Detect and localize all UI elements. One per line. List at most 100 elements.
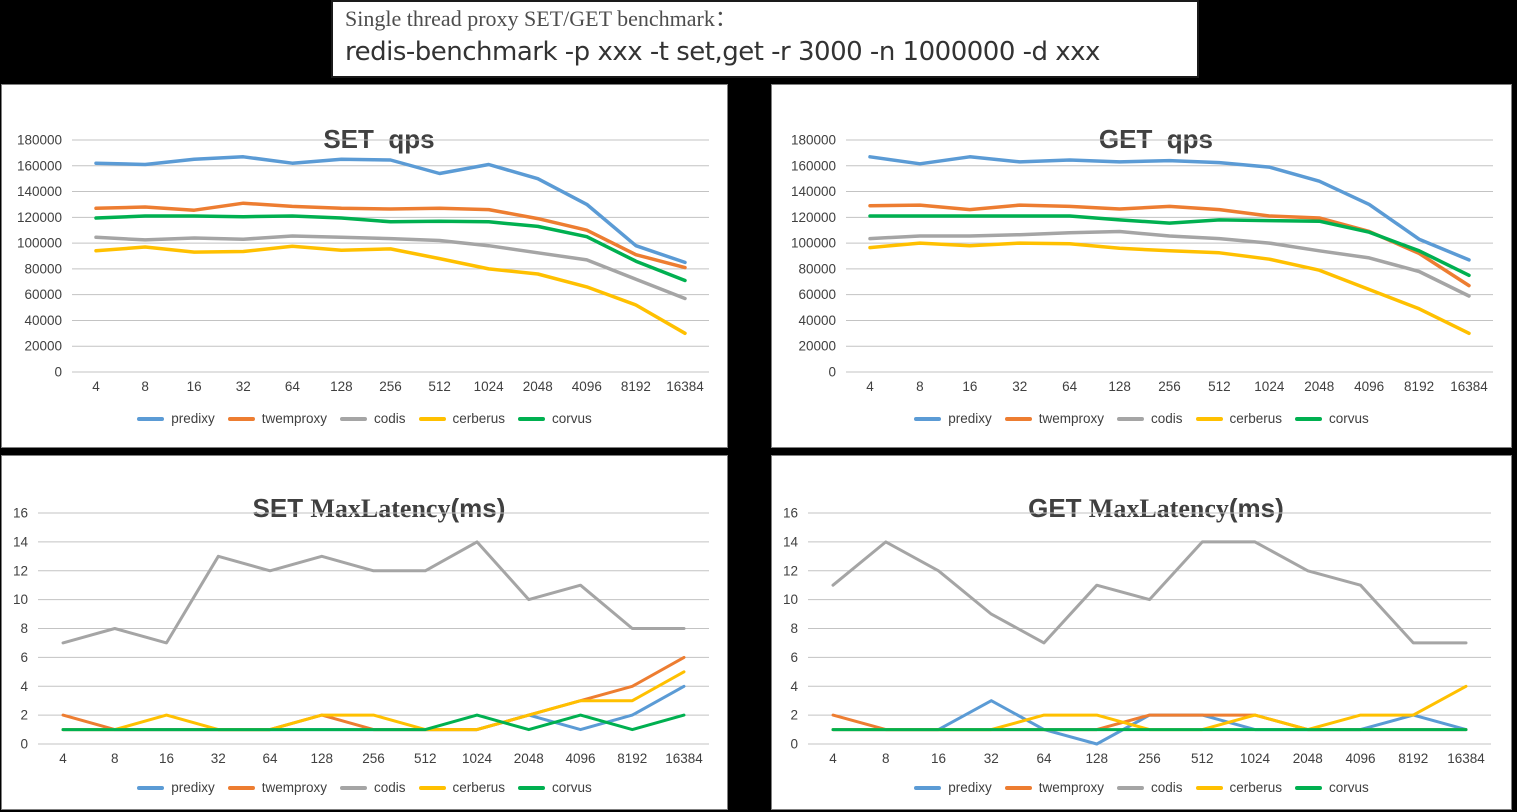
- x-axis-label: 1024: [462, 751, 493, 766]
- legend-label: cerberus: [1229, 780, 1283, 795]
- series-line-corvus: [61, 713, 686, 732]
- x-axis-label: 8: [882, 751, 890, 766]
- x-axis-label: 512: [1208, 379, 1231, 394]
- legend-label: codis: [373, 780, 406, 795]
- x-axis-label: 4: [59, 751, 67, 766]
- legend-label: cerberus: [452, 780, 506, 795]
- legend-line-swatch: [1116, 785, 1144, 790]
- chart-legend: predixy twemproxy codis cerberus corvus: [2, 411, 727, 426]
- series-line-codis: [831, 540, 1468, 645]
- x-axis-label: 1024: [1240, 751, 1271, 766]
- y-axis-label: 2: [790, 708, 798, 723]
- y-axis-label: 0: [20, 737, 28, 752]
- chart-plot-get-qps: 0 20000 40000 60000 80000 100000 120000 140000 1…: [791, 133, 1493, 394]
- series-line-cerberus: [868, 241, 1471, 336]
- legend-label: predixy: [948, 411, 992, 426]
- legend-item-twemproxy: twemproxy: [227, 411, 327, 426]
- y-axis-label: 8: [790, 621, 798, 636]
- y-axis-label: 12: [13, 563, 28, 578]
- legend-line-swatch: [137, 785, 165, 790]
- x-axis-label: 4096: [1345, 751, 1375, 766]
- x-axis-label: 128: [310, 751, 333, 766]
- x-axis-label: 32: [984, 751, 999, 766]
- legend-item-predixy: predixy: [914, 780, 992, 795]
- x-axis-label: 2048: [514, 751, 544, 766]
- x-axis-label: 4: [92, 379, 100, 394]
- legend-line-swatch: [1195, 416, 1223, 421]
- x-axis-label: 64: [1062, 379, 1078, 394]
- x-axis-label: 512: [1191, 751, 1214, 766]
- y-axis-label: 60000: [24, 287, 62, 302]
- series-line-corvus: [868, 214, 1471, 278]
- legend-line-swatch: [914, 785, 942, 790]
- y-axis-label: 0: [790, 737, 798, 752]
- legend-line-swatch: [1295, 785, 1323, 790]
- x-axis-label: 256: [1158, 379, 1181, 394]
- legend-label: corvus: [552, 411, 592, 426]
- x-axis-label: 4: [829, 751, 837, 766]
- chart-legend: predixy twemproxy codis cerberus corvus: [772, 411, 1511, 426]
- legend-label: twemproxy: [261, 780, 327, 795]
- x-axis-label: 2048: [1304, 379, 1334, 394]
- chart-title-tail: (ms): [450, 493, 506, 523]
- legend-line-swatch: [339, 785, 367, 790]
- y-axis-label: 140000: [791, 184, 836, 199]
- x-axis-label: 32: [211, 751, 226, 766]
- legend-label: codis: [1150, 780, 1183, 795]
- y-axis-label: 0: [828, 365, 836, 380]
- y-axis-label: 80000: [798, 261, 836, 276]
- chart-panel-get-qps: GET qps 0 20000 40000 60000 80000 100000 12000…: [771, 84, 1512, 448]
- chart-title-tail: qps: [388, 124, 435, 154]
- header-subtitle: Single thread proxy SET/GET benchmark：: [345, 6, 737, 31]
- legend-line-swatch: [1004, 785, 1032, 790]
- series-line-twemproxy: [94, 201, 687, 270]
- chart-plot-set-maxlatency: 0 2 4 6 8 10 12 14 16 4 8 16 32 64 128 256 512 1024 2048 40…: [13, 506, 709, 766]
- chart-plot-set-qps: 0 20000 40000 60000 80000 100000 120000 140000 1…: [17, 133, 709, 394]
- legend-line-swatch: [227, 416, 255, 421]
- series-line-cerberus: [94, 244, 687, 336]
- y-axis-label: 120000: [791, 210, 836, 225]
- x-axis-label: 8192: [617, 751, 647, 766]
- legend-item-corvus: corvus: [1295, 411, 1369, 426]
- legend-line-swatch: [227, 785, 255, 790]
- chart-title-serif: MaxLatency: [1088, 494, 1229, 523]
- legend-line-swatch: [418, 785, 446, 790]
- chart-panel-set-qps: SET qps 0 20000 40000 60000 80000 100000 12000…: [1, 84, 728, 448]
- x-axis-label: 8192: [1398, 751, 1428, 766]
- x-axis-label: 128: [1108, 379, 1131, 394]
- legend-item-corvus: corvus: [518, 780, 592, 795]
- x-axis-label: 1024: [1254, 379, 1285, 394]
- chart-title-tail: qps: [1166, 124, 1214, 154]
- x-axis-label: 8192: [1404, 379, 1434, 394]
- series-line-cerberus: [831, 684, 1468, 732]
- legend-item-cerberus: cerberus: [1195, 780, 1283, 795]
- legend-item-corvus: corvus: [1295, 780, 1369, 795]
- y-axis-label: 60000: [798, 287, 836, 302]
- y-axis-label: 4: [20, 679, 28, 694]
- legend-label: corvus: [1329, 411, 1369, 426]
- legend-label: twemproxy: [1038, 411, 1104, 426]
- series-line-predixy: [94, 155, 687, 265]
- x-axis-label: 16384: [665, 751, 703, 766]
- y-axis-label: 100000: [17, 236, 62, 251]
- series-line-predixy: [831, 699, 1468, 746]
- y-axis-label: 14: [13, 534, 29, 549]
- x-axis-label: 512: [428, 379, 451, 394]
- chart-legend: predixy twemproxy codis cerberus corvus: [772, 780, 1511, 795]
- x-axis-label: 16: [962, 379, 977, 394]
- legend-label: twemproxy: [1038, 780, 1104, 795]
- y-axis-label: 160000: [791, 158, 836, 173]
- legend-item-cerberus: cerberus: [418, 780, 506, 795]
- legend-label: predixy: [171, 780, 215, 795]
- legend-label: codis: [1150, 411, 1183, 426]
- x-axis-label: 128: [1085, 751, 1108, 766]
- chart-title-lead: GET: [1028, 493, 1082, 523]
- legend-line-swatch: [914, 416, 942, 421]
- chart-title: SET qps: [2, 93, 727, 186]
- chart-title-lead: SET: [252, 493, 304, 523]
- x-axis-label: 64: [262, 751, 278, 766]
- y-axis-label: 14: [783, 534, 799, 549]
- legend-label: cerberus: [1229, 411, 1283, 426]
- y-axis-label: 20000: [24, 339, 62, 354]
